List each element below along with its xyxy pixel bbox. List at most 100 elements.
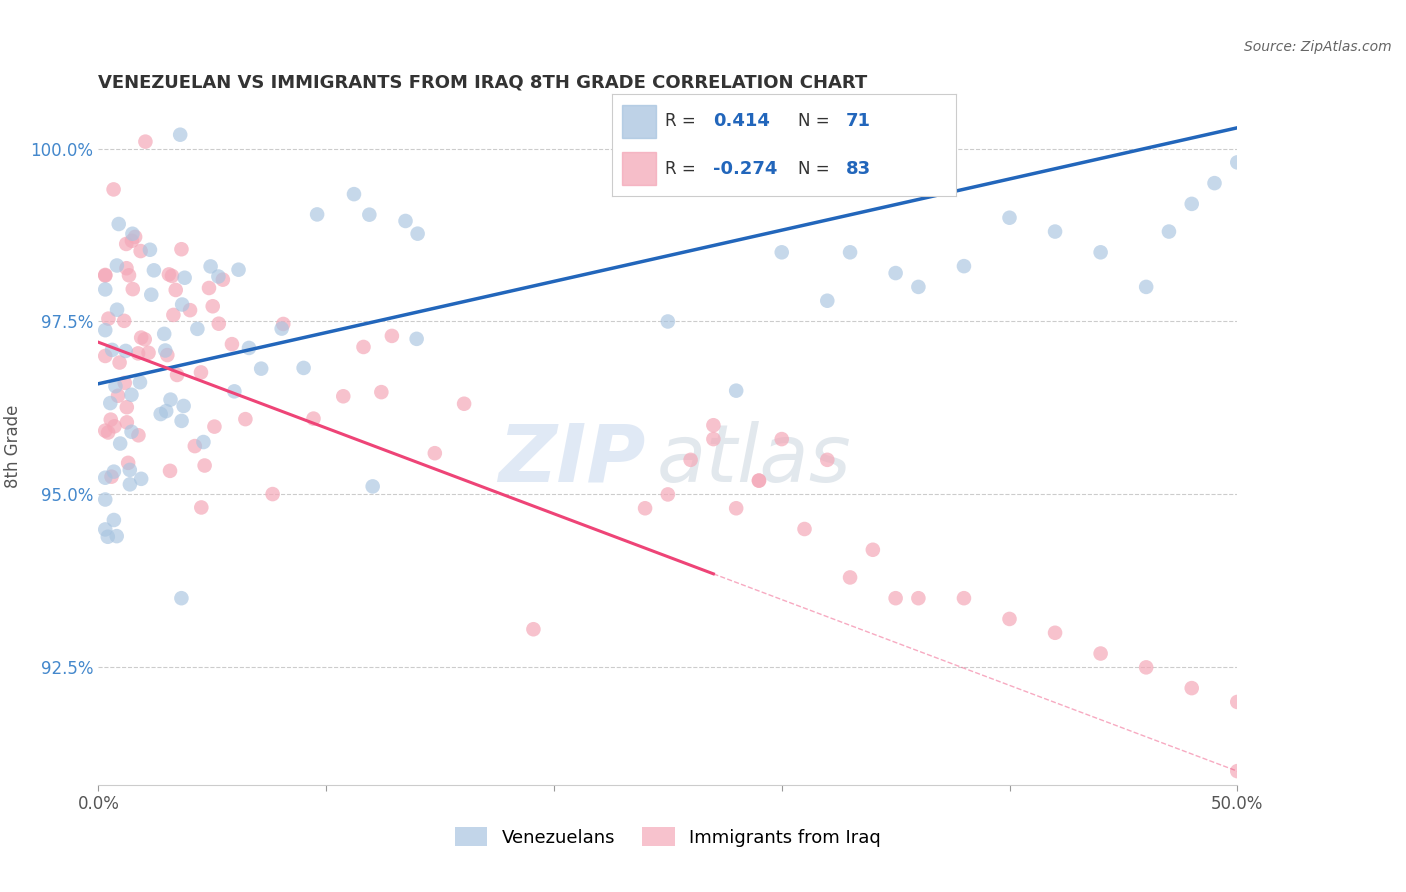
- Point: [221, 337, 243, 351]
- Point: [332, 389, 354, 403]
- Point: [1043, 225, 1066, 239]
- Point: [165, 283, 187, 297]
- Point: [1226, 695, 1249, 709]
- Point: [117, 456, 139, 470]
- Point: [634, 501, 657, 516]
- Point: [155, 404, 177, 418]
- Text: 71: 71: [846, 112, 870, 130]
- Point: [173, 399, 195, 413]
- Point: [127, 428, 149, 442]
- Point: [107, 389, 129, 403]
- Point: [198, 281, 221, 295]
- Point: [101, 343, 124, 357]
- Point: [725, 384, 748, 398]
- Point: [173, 270, 195, 285]
- Point: [159, 464, 181, 478]
- Point: [1043, 625, 1066, 640]
- Point: [361, 479, 384, 493]
- Point: [394, 214, 416, 228]
- Point: [770, 432, 793, 446]
- Point: [94, 323, 117, 337]
- Text: N =: N =: [797, 112, 835, 130]
- Point: [121, 425, 143, 439]
- Point: [118, 477, 141, 491]
- Point: [100, 412, 122, 426]
- Point: [107, 217, 129, 231]
- Point: [112, 314, 135, 328]
- Point: [115, 261, 138, 276]
- Point: [1157, 225, 1180, 239]
- Point: [1181, 197, 1204, 211]
- Point: [94, 492, 117, 507]
- Point: [172, 297, 194, 311]
- Point: [657, 314, 679, 328]
- Point: [1181, 681, 1204, 695]
- Point: [208, 317, 231, 331]
- Point: [1204, 176, 1226, 190]
- Point: [770, 245, 793, 260]
- Point: [162, 308, 184, 322]
- Point: [907, 280, 929, 294]
- Point: [105, 259, 128, 273]
- Point: [228, 262, 250, 277]
- Point: [97, 311, 120, 326]
- Point: [94, 523, 117, 537]
- Point: [114, 376, 136, 390]
- Point: [155, 343, 177, 358]
- Point: [224, 384, 246, 399]
- Point: [103, 465, 125, 479]
- Point: [121, 282, 143, 296]
- Point: [94, 268, 117, 283]
- Point: [998, 612, 1021, 626]
- Point: [235, 412, 257, 426]
- Point: [262, 487, 284, 501]
- Point: [453, 397, 475, 411]
- Point: [359, 208, 381, 222]
- Point: [212, 273, 235, 287]
- Point: [405, 332, 427, 346]
- Point: [406, 227, 429, 241]
- Point: [238, 341, 260, 355]
- Point: [1226, 764, 1249, 778]
- Point: [201, 299, 224, 313]
- Point: [190, 500, 212, 515]
- Point: [381, 329, 404, 343]
- Y-axis label: 8th Grade: 8th Grade: [4, 404, 22, 488]
- Point: [204, 419, 226, 434]
- Point: [1226, 155, 1249, 169]
- Point: [124, 230, 146, 244]
- Text: Source: ZipAtlas.com: Source: ZipAtlas.com: [1244, 40, 1392, 54]
- Point: [115, 415, 138, 429]
- Point: [166, 368, 188, 382]
- Point: [103, 419, 125, 434]
- Text: 0.414: 0.414: [713, 112, 770, 130]
- Point: [793, 522, 815, 536]
- Point: [104, 379, 127, 393]
- Point: [121, 227, 143, 241]
- Point: [129, 376, 152, 390]
- Point: [839, 570, 862, 584]
- Point: [194, 458, 217, 473]
- Point: [423, 446, 446, 460]
- Point: [1135, 280, 1157, 294]
- Point: [1135, 660, 1157, 674]
- Point: [998, 211, 1021, 225]
- Point: [121, 234, 143, 248]
- Point: [292, 360, 315, 375]
- Point: [748, 474, 770, 488]
- Point: [370, 385, 392, 400]
- Point: [127, 346, 149, 360]
- Point: [815, 293, 838, 308]
- Point: [149, 407, 172, 421]
- Point: [702, 432, 724, 446]
- Point: [94, 268, 117, 282]
- Point: [522, 622, 544, 636]
- Legend: Venezuelans, Immigrants from Iraq: Venezuelans, Immigrants from Iraq: [447, 820, 889, 854]
- Point: [100, 469, 122, 483]
- Point: [1090, 245, 1112, 260]
- Text: N =: N =: [797, 160, 835, 178]
- Point: [953, 591, 976, 606]
- Point: [138, 346, 160, 360]
- Point: [657, 487, 679, 501]
- Point: [142, 263, 165, 277]
